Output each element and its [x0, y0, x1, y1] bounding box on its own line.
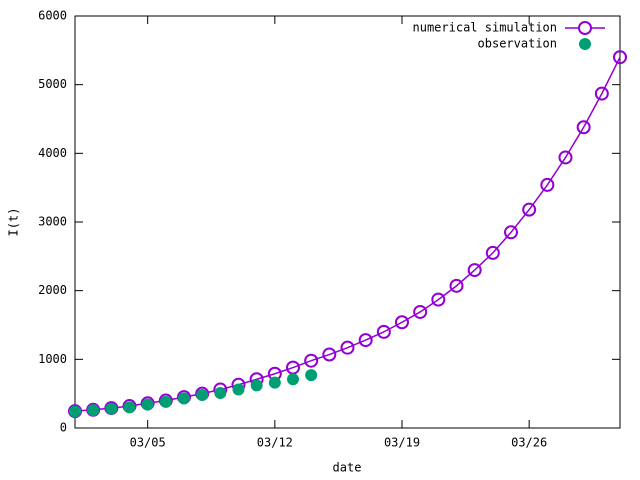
data-point — [522, 202, 537, 217]
data-point — [178, 392, 190, 405]
data-point — [87, 404, 100, 417]
data-point — [467, 263, 482, 278]
data-point — [141, 398, 154, 411]
data-point — [304, 353, 319, 368]
data-point — [232, 383, 245, 396]
series-line — [74, 56, 621, 412]
data-point — [287, 373, 299, 386]
legend-label: observation — [478, 37, 557, 51]
y-tick-label: 6000 — [38, 9, 67, 23]
data-point — [196, 389, 209, 402]
data-point — [358, 333, 373, 348]
data-point — [105, 402, 118, 415]
y-tick-label: 4000 — [38, 146, 67, 160]
y-tick-label: 3000 — [38, 215, 67, 229]
data-point — [305, 369, 318, 382]
data-point — [485, 245, 500, 260]
legend-swatch — [579, 38, 591, 50]
data-point — [250, 379, 263, 392]
data-point — [376, 324, 391, 339]
data-point — [431, 292, 446, 307]
y-tick-label: 0 — [60, 421, 67, 435]
data-point — [395, 315, 409, 330]
data-point — [159, 395, 172, 408]
y-tick-label: 5000 — [38, 77, 67, 91]
data-point — [540, 177, 555, 192]
data-point — [69, 405, 81, 418]
x-tick-label: 03/12 — [257, 436, 293, 450]
data-point — [594, 86, 609, 101]
data-point — [123, 401, 136, 414]
data-point — [322, 347, 337, 362]
y-tick-label: 2000 — [38, 283, 67, 297]
data-point — [576, 120, 591, 135]
y-axis-label: I(t) — [7, 208, 21, 237]
data-point — [413, 304, 428, 319]
x-tick-label: 03/19 — [384, 436, 420, 450]
x-axis-label: date — [333, 461, 362, 475]
data-point — [558, 150, 573, 165]
legend-swatch — [578, 21, 592, 35]
plot-border — [74, 15, 621, 429]
legend-label: numerical simulation — [413, 21, 558, 35]
x-tick-label: 03/05 — [130, 436, 166, 450]
data-point — [214, 386, 227, 399]
data-point — [613, 50, 627, 65]
data-point — [340, 340, 355, 355]
y-tick-label: 1000 — [38, 352, 67, 366]
data-point — [268, 376, 281, 389]
data-point — [504, 225, 518, 240]
x-tick-label: 03/26 — [511, 436, 547, 450]
data-point — [449, 278, 464, 293]
